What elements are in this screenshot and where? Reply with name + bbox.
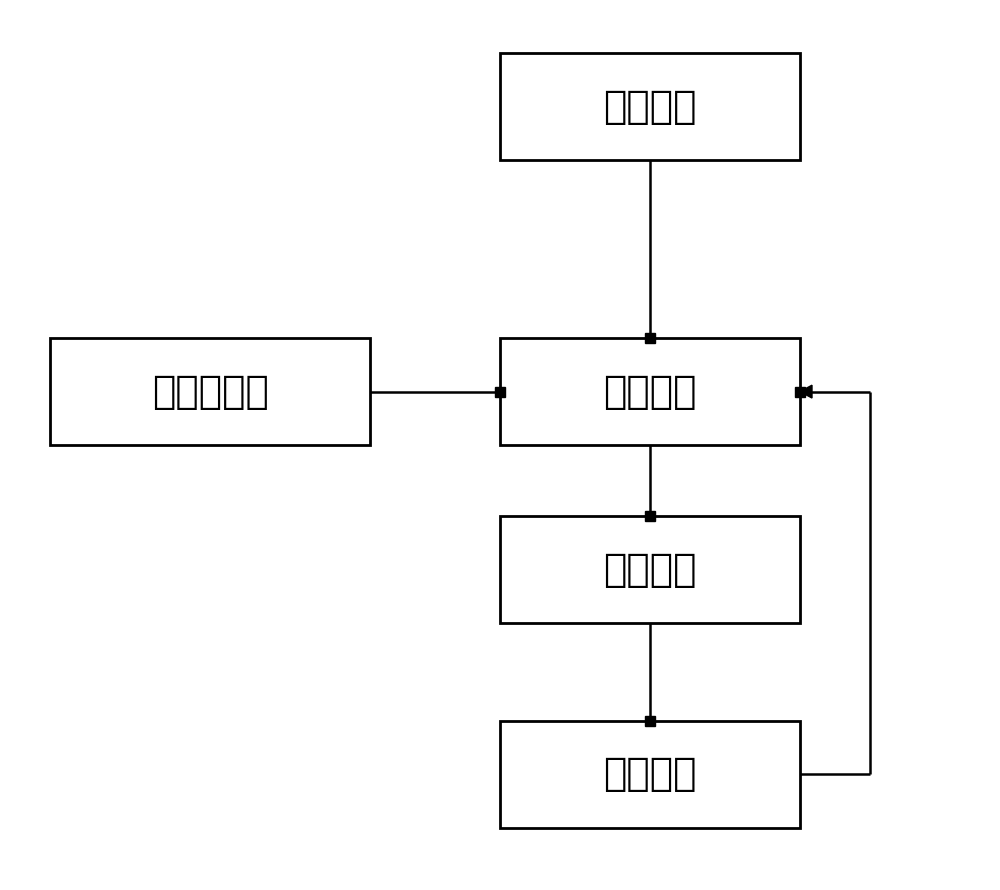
Bar <box>500 338 800 445</box>
Text: 判断模块: 判断模块 <box>603 756 697 793</box>
Text: 初始化模块: 初始化模块 <box>152 373 268 410</box>
Bar <box>50 338 370 445</box>
Text: 计算模块: 计算模块 <box>603 88 697 125</box>
Bar <box>500 721 800 828</box>
Bar <box>500 53 800 160</box>
Text: 修正模块: 修正模块 <box>603 373 697 410</box>
Polygon shape <box>800 385 812 398</box>
Text: 更新模块: 更新模块 <box>603 551 697 588</box>
Bar <box>500 516 800 623</box>
